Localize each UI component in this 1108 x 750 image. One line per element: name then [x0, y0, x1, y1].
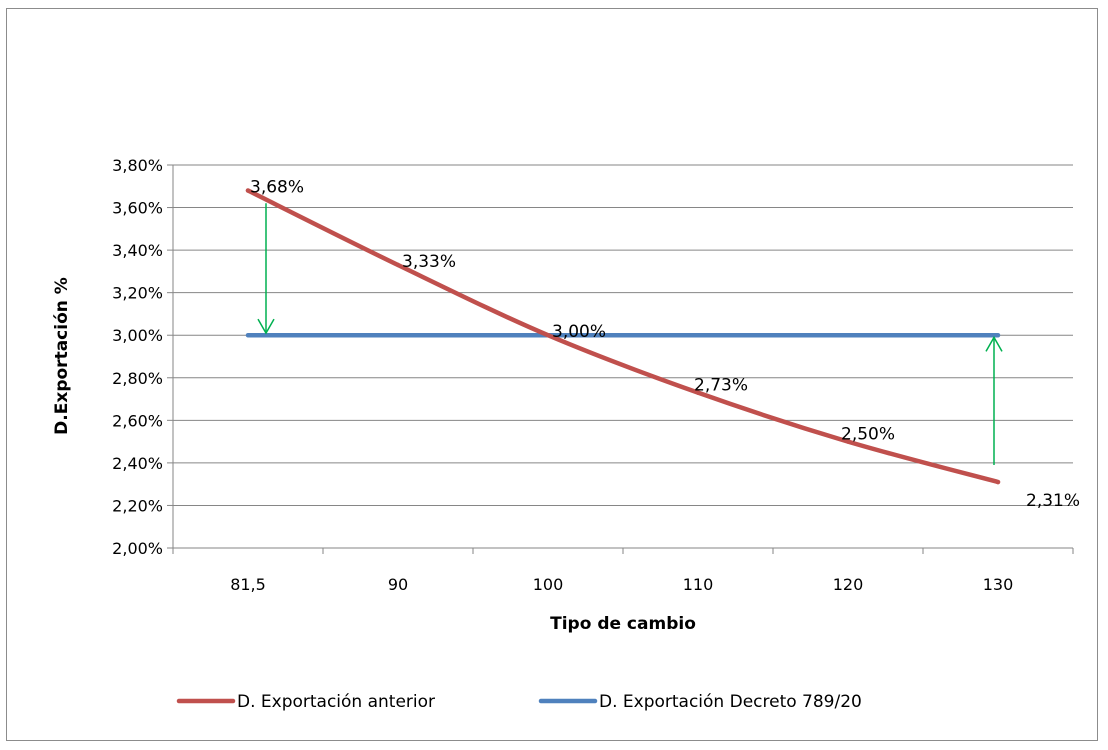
- y-tick-label: 3,00%: [112, 326, 163, 345]
- y-tick-label: 2,60%: [112, 411, 163, 430]
- x-tick-label: 81,5: [230, 575, 266, 594]
- arrow-head: [985, 335, 1003, 352]
- y-tick-label: 3,80%: [112, 156, 163, 175]
- data-label: 3,00%: [552, 322, 606, 342]
- line-chart: 2,00% 2,20% 2,40% 2,60% 2,80% 3,00% 3,20% 3,40%…: [52, 156, 1080, 712]
- data-point-anterior: [845, 439, 851, 444]
- y-tick-label: 3,60%: [112, 199, 163, 218]
- data-point-anterior: [995, 479, 1001, 485]
- x-tick-label: 130: [983, 575, 1014, 594]
- x-tick-label: 90: [388, 575, 408, 594]
- x-tick-label: 100: [533, 575, 564, 594]
- x-tick-label: 110: [683, 575, 714, 594]
- data-label: 3,33%: [402, 252, 456, 272]
- y-tick-label: 2,20%: [112, 496, 163, 515]
- x-tick-label: 120: [833, 575, 864, 594]
- data-point-anterior: [545, 333, 551, 338]
- series-line-anterior: [245, 188, 1001, 485]
- y-tick-label: 2,80%: [112, 369, 163, 388]
- data-point-anterior: [245, 188, 251, 193]
- data-label: 3,68%: [250, 178, 304, 198]
- arrow-head: [257, 318, 275, 335]
- data-label: 2,50%: [841, 425, 895, 445]
- y-tick-label: 2,40%: [112, 454, 163, 473]
- y-tick-label: 3,20%: [112, 284, 163, 303]
- legend-label: D. Exportación Decreto 789/20: [599, 692, 862, 712]
- legend-label: D. Exportación anterior: [237, 692, 435, 712]
- y-axis-title: D.Exportación %: [52, 277, 72, 435]
- data-label: 2,31%: [1026, 491, 1080, 511]
- data-point-anterior: [695, 390, 701, 395]
- data-point-anterior: [395, 262, 401, 268]
- chart-frame: 2,00% 2,20% 2,40% 2,60% 2,80% 3,00% 3,20% 3,40%…: [6, 8, 1098, 741]
- data-label: 2,73%: [694, 376, 748, 396]
- y-tick-label: 3,40%: [112, 241, 163, 260]
- y-tick-label: 2,00%: [112, 539, 163, 558]
- x-axis-title: Tipo de cambio: [550, 614, 696, 634]
